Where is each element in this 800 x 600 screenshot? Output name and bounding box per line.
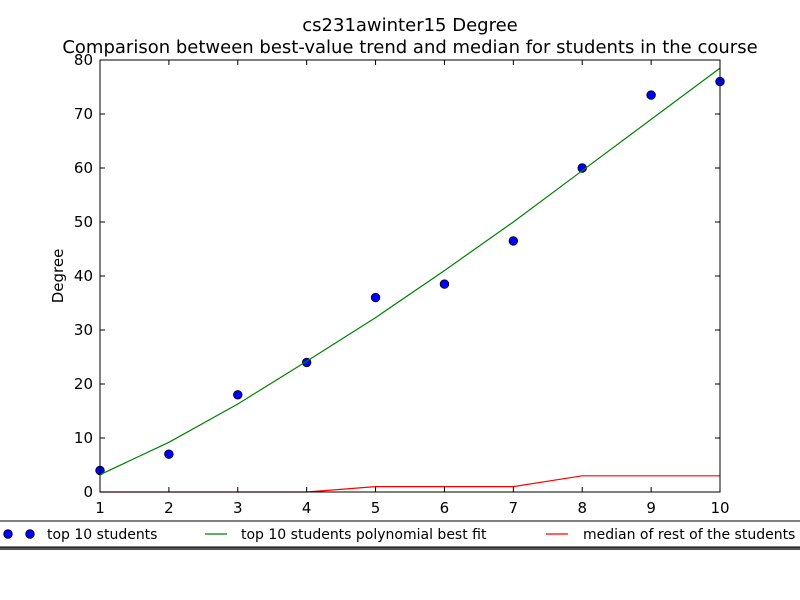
legend-handle-marker — [3, 529, 13, 539]
legend: top 10 students top 10 students polynomia… — [0, 520, 800, 550]
legend-label: top 10 students polynomial best fit — [241, 527, 487, 543]
plot-frame — [99, 59, 721, 493]
y-tick-label: 50 — [74, 213, 93, 231]
x-tick-label: 1 — [95, 499, 105, 517]
x-tick-label: 6 — [440, 499, 450, 517]
chart-subtitle: Comparison between best-value trend and … — [62, 37, 757, 58]
y-tick-label: 70 — [74, 105, 93, 123]
data-point — [508, 236, 519, 246]
legend-label: top 10 students — [47, 527, 157, 543]
series-line-1 — [99, 67, 721, 476]
chart-title: cs231awinter15 Degree — [302, 15, 517, 36]
data-point — [646, 90, 656, 100]
y-tick-label: 0 — [83, 483, 93, 501]
x-tick-label: 9 — [646, 499, 656, 517]
y-tick-label: 20 — [74, 375, 93, 393]
x-tick-label: 10 — [710, 499, 729, 517]
series-line-2 — [100, 475, 720, 493]
x-tick-label: 7 — [509, 499, 519, 517]
x-tick-label: 3 — [233, 499, 243, 517]
plot-marks — [95, 67, 725, 493]
y-axis-label: Degree — [49, 249, 67, 304]
axes: 1 2 3 4 5 6 7 8 9 10 0 10 20 30 40 50 60 70 80 — [74, 51, 730, 517]
y-tick-label: 30 — [74, 321, 93, 339]
y-tick-label: 80 — [74, 51, 93, 69]
y-tick-label: 40 — [74, 267, 93, 285]
legend-label: median of rest of the students — [583, 527, 795, 543]
x-tick-label: 8 — [577, 499, 587, 517]
x-tick-label: 5 — [371, 499, 381, 517]
x-tick-label: 2 — [164, 499, 174, 517]
legend-box — [0, 520, 800, 548]
y-tick-label: 10 — [74, 429, 93, 447]
y-tick-label: 60 — [74, 159, 93, 177]
data-point — [164, 449, 174, 459]
data-point — [370, 292, 381, 303]
x-tick-label: 4 — [302, 499, 312, 517]
legend-handle-marker — [25, 529, 35, 539]
data-point — [439, 279, 450, 289]
data-point — [233, 390, 243, 400]
